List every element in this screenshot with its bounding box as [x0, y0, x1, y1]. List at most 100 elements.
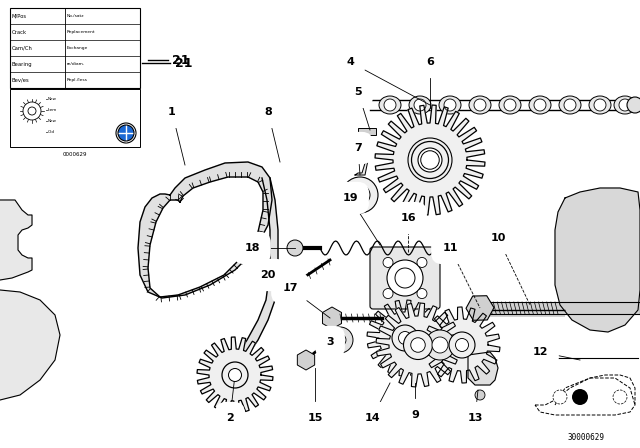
Circle shape [474, 99, 486, 111]
Text: 21: 21 [172, 53, 189, 66]
Circle shape [118, 125, 134, 141]
Text: 10: 10 [490, 233, 506, 243]
Circle shape [116, 123, 136, 143]
Circle shape [350, 185, 370, 205]
Text: Repl./less: Repl./less [67, 78, 88, 82]
Ellipse shape [409, 96, 431, 114]
Circle shape [564, 99, 576, 111]
Text: 0000629: 0000629 [63, 152, 87, 157]
Polygon shape [138, 162, 272, 298]
Text: 13: 13 [467, 413, 483, 423]
Circle shape [594, 99, 606, 111]
Circle shape [334, 334, 346, 346]
Polygon shape [0, 200, 32, 280]
Circle shape [342, 177, 378, 213]
Circle shape [417, 258, 427, 267]
Text: 3: 3 [326, 337, 334, 347]
Text: 7: 7 [354, 143, 362, 153]
Polygon shape [555, 188, 640, 332]
Circle shape [504, 99, 516, 111]
Circle shape [28, 107, 36, 115]
Circle shape [553, 390, 567, 404]
Text: re/diam.: re/diam. [67, 62, 84, 66]
Text: 16: 16 [400, 213, 416, 223]
Circle shape [355, 190, 365, 200]
Text: 12: 12 [532, 347, 548, 357]
Text: 1: 1 [168, 107, 176, 117]
Circle shape [414, 99, 426, 111]
Text: No./satz: No./satz [67, 14, 84, 18]
Polygon shape [367, 300, 443, 376]
Text: 5: 5 [354, 87, 362, 97]
Circle shape [613, 390, 627, 404]
Text: 14: 14 [364, 413, 380, 423]
Text: 17: 17 [282, 283, 298, 293]
Circle shape [392, 325, 418, 351]
Text: 4: 4 [346, 57, 354, 67]
Circle shape [444, 99, 456, 111]
Text: 18: 18 [244, 243, 260, 253]
Bar [10, 89, 140, 147]
Circle shape [412, 142, 449, 178]
Text: 2: 2 [226, 413, 234, 423]
Circle shape [23, 102, 41, 120]
FancyBboxPatch shape [370, 247, 440, 309]
Text: Exchange: Exchange [67, 46, 88, 50]
Polygon shape [535, 375, 635, 415]
Text: New: New [48, 97, 57, 101]
Ellipse shape [529, 96, 551, 114]
Circle shape [425, 330, 455, 360]
Circle shape [411, 338, 425, 352]
Bar [10, 8, 140, 88]
Circle shape [572, 389, 588, 405]
Circle shape [534, 99, 546, 111]
Circle shape [387, 260, 423, 296]
Text: Cam/Ch: Cam/Ch [12, 46, 33, 51]
Bar [358, 128, 376, 135]
Ellipse shape [614, 96, 636, 114]
Ellipse shape [589, 96, 611, 114]
Text: 15: 15 [307, 413, 323, 423]
Text: 8: 8 [264, 107, 272, 117]
Circle shape [417, 289, 427, 298]
Polygon shape [197, 337, 273, 413]
Polygon shape [424, 307, 500, 383]
Ellipse shape [469, 96, 491, 114]
Circle shape [432, 337, 448, 353]
Text: 21: 21 [175, 56, 193, 69]
Circle shape [475, 390, 485, 400]
Polygon shape [355, 150, 372, 175]
Polygon shape [376, 303, 460, 387]
Text: Bearing: Bearing [12, 61, 33, 66]
Circle shape [627, 97, 640, 113]
Polygon shape [468, 352, 498, 385]
Ellipse shape [499, 96, 521, 114]
Circle shape [327, 327, 353, 353]
Circle shape [619, 99, 631, 111]
Circle shape [418, 148, 442, 172]
Polygon shape [375, 105, 485, 215]
Circle shape [228, 369, 241, 382]
Circle shape [399, 332, 412, 345]
Circle shape [456, 339, 468, 352]
Ellipse shape [379, 96, 401, 114]
Ellipse shape [439, 96, 461, 114]
Text: 30000629: 30000629 [568, 432, 605, 441]
Circle shape [384, 99, 396, 111]
Text: Bev/es: Bev/es [12, 78, 29, 82]
Text: Item: Item [48, 108, 58, 112]
Ellipse shape [559, 96, 581, 114]
Circle shape [449, 332, 475, 358]
Text: Replacement: Replacement [67, 30, 95, 34]
Circle shape [383, 258, 393, 267]
Circle shape [420, 151, 439, 169]
Circle shape [287, 240, 303, 256]
Circle shape [408, 138, 452, 182]
Text: 20: 20 [260, 270, 276, 280]
Text: 6: 6 [426, 57, 434, 67]
Text: 9: 9 [411, 410, 419, 420]
Text: 11: 11 [442, 243, 458, 253]
Text: New: New [48, 119, 57, 123]
Circle shape [383, 289, 393, 298]
Polygon shape [225, 178, 278, 370]
